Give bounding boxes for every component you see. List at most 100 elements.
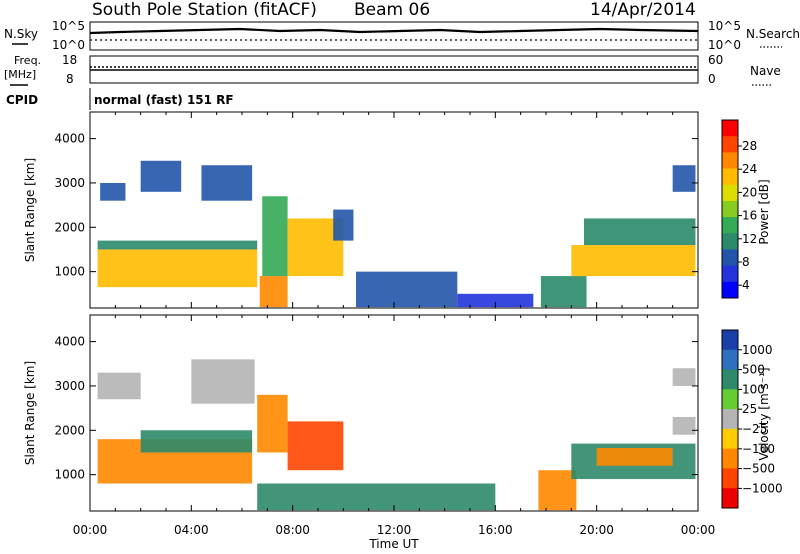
power-colorbar: 28 24 20 16 12 8 4	[721, 119, 757, 299]
power-ylabel: Slant Range [km]	[23, 158, 37, 262]
velocity-colorbar: 1000 500 100 25 −25 −100 −500 −1000	[721, 329, 783, 509]
power-region-3	[140, 160, 182, 192]
velocity-ylabel: Slant Range [km]	[23, 361, 37, 465]
freq-label-1: Freq.	[14, 54, 41, 67]
power-colorbar-swatch-8	[722, 249, 738, 267]
beam-label: Beam 06	[354, 0, 430, 20]
power-colorbar-swatch-6	[722, 217, 738, 234]
power-region-2	[100, 182, 126, 201]
power-region-11	[540, 276, 587, 308]
power-colorbar-swatch-9	[722, 265, 738, 283]
velocity-colorbar-swatch-1	[722, 349, 738, 371]
power-region-10	[457, 293, 534, 308]
velocity-y-ticks: 4000 3000 2000 1000	[54, 335, 698, 482]
power-ytick-label-2: 2000	[54, 220, 85, 234]
cpid-label: CPID	[6, 93, 38, 107]
velocity-region-5	[287, 421, 344, 471]
velocity-region-8	[538, 470, 577, 511]
velocity-colorbar-swatch-6	[722, 448, 738, 469]
velocity-colorbar-swatch-7	[722, 468, 738, 489]
velocity-region-4	[257, 394, 288, 453]
power-region-5	[259, 276, 288, 308]
power-colorbar-swatch-3	[722, 168, 738, 186]
power-region-0	[97, 249, 258, 288]
velocity-colorbar-tick-label-6: −500	[742, 462, 775, 476]
power-y-ticks: 4000 3000 2000 1000	[54, 132, 698, 279]
velocity-ytick-label-0: 4000	[54, 335, 85, 349]
power-region-13	[584, 218, 696, 246]
velocity-colorbar-swatch-5	[722, 428, 738, 450]
power-colorbar-swatch-10	[722, 281, 738, 299]
velocity-ytick-label-2: 2000	[54, 423, 85, 437]
freq-tick-bottom: 8	[66, 72, 74, 86]
x-axis-label: Time UT	[368, 537, 419, 551]
power-colorbar-tick-label-0: 28	[742, 139, 757, 153]
velocity-ytick-label-3: 1000	[54, 468, 85, 482]
velocity-region-1	[140, 430, 253, 453]
nave-label: Nave	[750, 64, 781, 78]
station-title: South Pole Station (fitACF)	[92, 0, 317, 20]
power-panel: 4000 3000 2000 1000 Slant Range [km]	[23, 111, 699, 309]
velocity-colorbar-tick-label-5: −100	[742, 442, 775, 456]
nsearch-tick-top: 10^5	[708, 19, 741, 33]
x-tick-label-4: 16:00	[478, 523, 513, 537]
freq-tick-top: 18	[62, 53, 77, 67]
freq-label-2: [MHz]	[4, 68, 36, 81]
velocity-panel: 4000 3000 2000 1000 Slant Range [km]	[23, 314, 699, 512]
velocity-region-7	[356, 483, 496, 511]
nsky-panel	[89, 21, 699, 51]
power-colorbar-label: Power [dB]	[757, 179, 771, 244]
velocity-colorbar-swatch-2	[722, 369, 738, 390]
nsearch-tick-bottom: 10^0	[708, 38, 741, 52]
nsky-tick-top: 10^5	[52, 19, 85, 33]
nsky-tick-bottom: 10^0	[52, 38, 85, 52]
velocity-colorbar-swatch-0	[722, 330, 738, 351]
velocity-colorbar-tick-label-2: 100	[742, 382, 765, 396]
power-region-8	[333, 209, 354, 241]
power-region-14	[672, 165, 696, 192]
x-tick-label-3: 12:00	[377, 523, 412, 537]
nave-tick-top: 60	[708, 53, 723, 67]
power-region-6	[262, 196, 288, 277]
x-tick-label-2: 08:00	[275, 523, 310, 537]
x-tick-label-5: 20:00	[579, 523, 614, 537]
power-colorbar-swatch-7	[722, 233, 738, 250]
velocity-ytick-label-1: 3000	[54, 379, 85, 393]
velocity-colorbar-tick-label-0: 1000	[742, 343, 773, 357]
date-label: 14/Apr/2014	[590, 0, 696, 20]
power-colorbar-swatch-0	[722, 120, 738, 137]
velocity-colorbar-swatch-4	[722, 409, 738, 430]
power-colorbar-tick-label-2: 20	[742, 185, 757, 199]
power-colorbar-frame	[721, 119, 739, 299]
velocity-region-2	[97, 372, 141, 400]
velocity-region-10	[596, 448, 673, 466]
velocity-region-11	[672, 416, 696, 435]
velocity-data	[97, 359, 696, 511]
power-region-4	[201, 165, 253, 201]
velocity-colorbar-swatch-8	[722, 488, 738, 509]
velocity-colorbar-tick-label-1: 500	[742, 363, 765, 377]
velocity-region-12	[672, 368, 696, 386]
velocity-region-6	[257, 483, 356, 511]
velocity-colorbar-frame	[721, 329, 739, 509]
nsky-label: N.Sky	[4, 27, 38, 41]
x-tick-label-6: 00:00	[681, 523, 716, 537]
power-region-1	[97, 240, 258, 250]
velocity-colorbar-tick-label-7: −1000	[742, 481, 783, 495]
power-region-12	[571, 245, 696, 277]
x-tick-label-0: 00:00	[73, 523, 108, 537]
nsky-trace	[89, 27, 699, 35]
x-tick-labels: 00:00 04:00 08:00 12:00 16:00 20:00 00:00	[73, 523, 716, 537]
velocity-colorbar-tick-label-4: −25	[742, 422, 767, 436]
power-region-9	[356, 271, 458, 308]
nsearch-label: N.Search	[746, 27, 800, 41]
velocity-region-3	[191, 359, 255, 404]
x-tick-label-1: 04:00	[174, 523, 209, 537]
velocity-colorbar-tick-label-3: 25	[742, 402, 757, 416]
nave-tick-bottom: 0	[708, 72, 716, 86]
power-colorbar-swatch-4	[722, 184, 738, 202]
cpid-value: normal (fast) 151 RF	[94, 93, 234, 107]
velocity-colorbar-swatch-3	[722, 389, 738, 410]
power-ytick-label-1: 3000	[54, 176, 85, 190]
